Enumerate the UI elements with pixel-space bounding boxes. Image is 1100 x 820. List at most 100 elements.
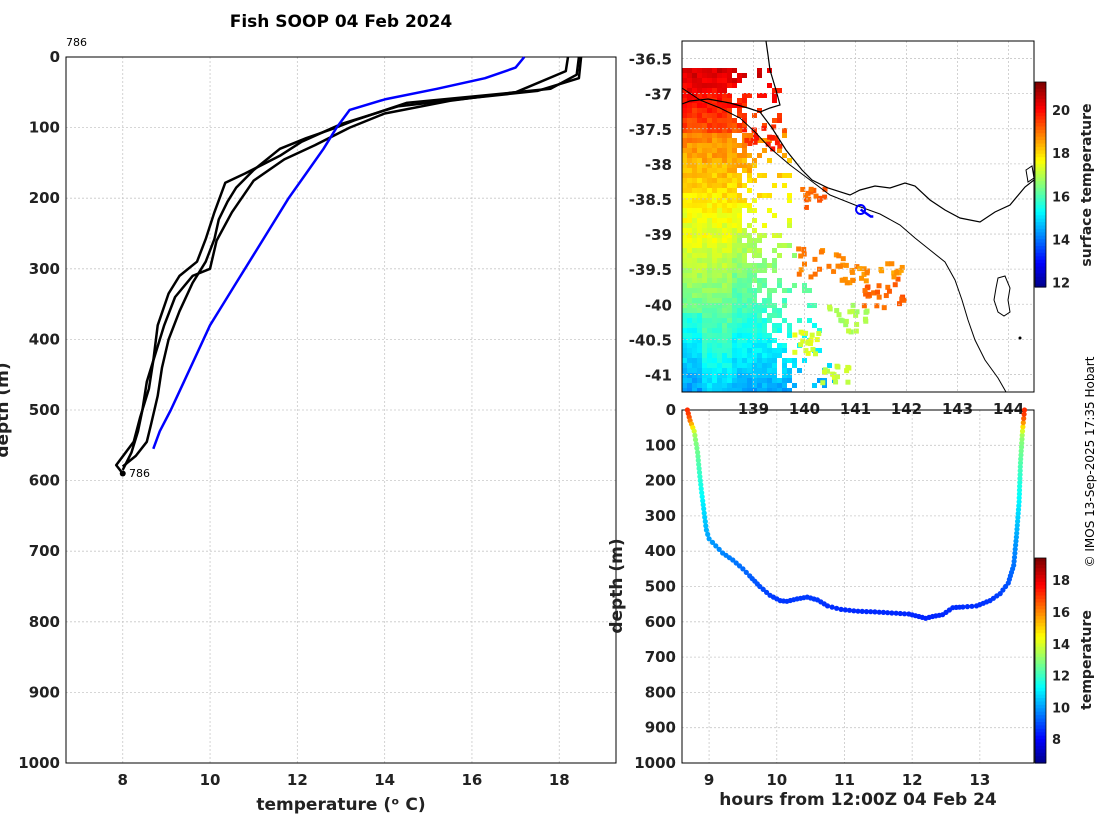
- sst-cell: [772, 323, 777, 328]
- sst-cell: [757, 328, 762, 333]
- sst-cell: [682, 303, 687, 308]
- sst-cell: [752, 268, 757, 273]
- sst-cell: [762, 223, 767, 228]
- sst-cell: [747, 178, 752, 183]
- depth-point: [855, 608, 861, 614]
- sst-cell: [712, 363, 717, 368]
- sst-cell: [747, 298, 752, 303]
- sst-cell: [737, 218, 742, 223]
- profile-id-top: 786: [66, 36, 87, 49]
- sst-cell: [737, 263, 742, 268]
- sst-cell: [747, 368, 752, 373]
- sst-cell: [772, 303, 777, 308]
- sst-cell: [707, 318, 712, 323]
- sst-cell: [798, 267, 804, 273]
- sst-colorbar-step: [1035, 215, 1046, 220]
- temperature-colorbar-step: [1035, 732, 1046, 737]
- sst-cell: [697, 288, 702, 293]
- sst-cell: [682, 183, 687, 188]
- depth-point: [716, 546, 722, 553]
- sst-cell: [717, 208, 722, 213]
- temperature-colorbar-step: [1035, 626, 1046, 631]
- sst-cell: [727, 378, 732, 383]
- sst-cell: [891, 274, 897, 280]
- sst-cell: [822, 383, 827, 388]
- sst-cell: [717, 188, 722, 193]
- sst-cell: [712, 303, 717, 308]
- sst-colorbar-step: [1035, 269, 1046, 274]
- sst-cell: [687, 188, 692, 193]
- sst-cell: [772, 353, 777, 358]
- temperature-colorbar-step: [1035, 735, 1046, 740]
- sst-cell: [722, 298, 727, 303]
- sst-cell: [697, 218, 702, 223]
- sst-cell: [894, 269, 900, 275]
- sst-cell: [697, 83, 702, 88]
- sst-cell: [767, 288, 772, 293]
- sst-cell: [707, 333, 712, 338]
- sst-cell: [737, 108, 742, 113]
- sst-cell: [717, 113, 722, 118]
- sst-cell: [692, 263, 697, 268]
- map-y-tick: -36.5: [629, 51, 672, 69]
- sst-cell: [762, 148, 767, 153]
- sst-cell: [697, 188, 702, 193]
- sst-cell: [732, 343, 737, 348]
- sst-cell: [687, 133, 692, 138]
- depth-point: [730, 557, 736, 563]
- sst-cell: [717, 88, 722, 93]
- sst-cell: [767, 138, 772, 143]
- sst-cell: [692, 173, 697, 178]
- sst-cell: [843, 262, 849, 268]
- depth-point: [703, 527, 710, 533]
- sst-cell: [717, 363, 722, 368]
- temperature-colorbar-step: [1035, 571, 1046, 576]
- depth-point: [1019, 436, 1025, 442]
- sst-colorbar-step: [1035, 232, 1046, 237]
- sst-cell: [752, 113, 757, 118]
- sst-cell: [727, 253, 732, 258]
- sst-cell: [707, 388, 712, 392]
- sst-cell: [757, 288, 762, 293]
- sst-cell: [762, 93, 767, 98]
- sst-cell: [717, 353, 722, 358]
- sst-cell: [782, 368, 787, 373]
- sst-cell: [742, 368, 747, 373]
- depth-point: [872, 609, 878, 615]
- sst-cell: [792, 363, 797, 368]
- sst-cell: [727, 338, 732, 343]
- temperature-colorbar-step: [1035, 605, 1046, 610]
- sst-colorbar-step: [1035, 126, 1046, 131]
- sst-cell: [697, 73, 702, 78]
- temperature-colorbar-step: [1035, 745, 1046, 750]
- depth-point: [713, 543, 719, 549]
- sst-cell: [682, 363, 687, 368]
- sst-cell: [712, 223, 717, 228]
- sst-cell: [732, 273, 737, 278]
- sst-cell: [692, 313, 697, 318]
- sst-cell: [857, 266, 863, 272]
- sst-cell: [737, 368, 742, 373]
- sst-cell: [814, 337, 820, 343]
- sst-cell: [742, 323, 747, 328]
- sst-cell: [682, 98, 687, 103]
- sst-cell: [707, 338, 712, 343]
- sst-cell: [707, 188, 712, 193]
- depth-point: [1017, 472, 1023, 478]
- sst-cell: [782, 173, 787, 178]
- temperature-colorbar-step: [1035, 684, 1046, 689]
- sst-cell: [712, 168, 717, 173]
- sst-cell: [682, 338, 687, 343]
- sst-cell: [727, 223, 732, 228]
- sst-cell: [777, 243, 782, 248]
- sst-cell: [732, 313, 737, 318]
- sst-cell: [800, 330, 806, 336]
- temperature-colorbar-step: [1035, 633, 1046, 638]
- sst-cell: [732, 158, 737, 163]
- sst-cell: [692, 118, 697, 123]
- depth-point: [838, 606, 844, 613]
- sst-cell: [687, 303, 692, 308]
- sst-cell: [702, 338, 707, 343]
- sst-cell: [687, 243, 692, 248]
- sst-cell: [702, 313, 707, 318]
